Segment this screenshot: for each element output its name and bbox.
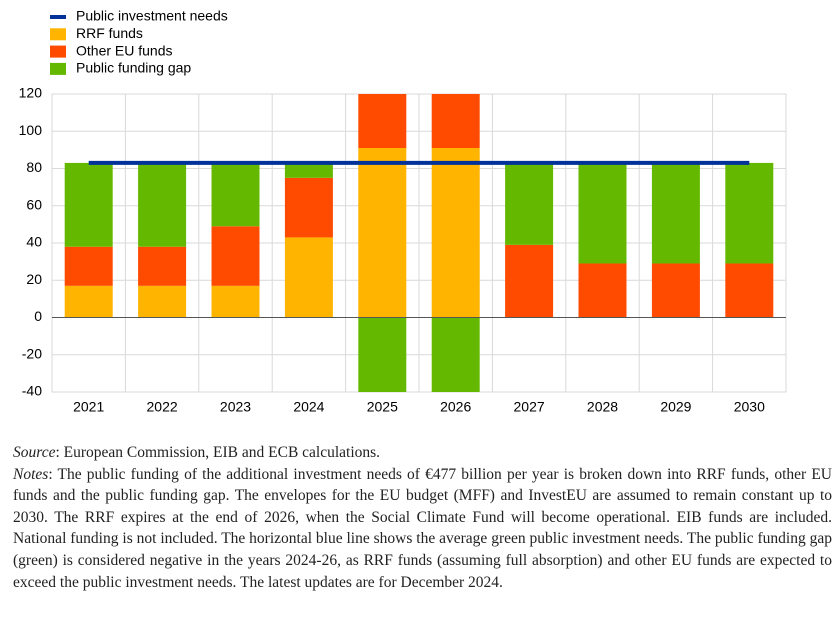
bars <box>64 94 774 392</box>
bar-segment <box>431 317 480 392</box>
notes: Source: European Commission, EIB and ECB… <box>13 442 832 593</box>
y-tick-label: 120 <box>19 85 43 101</box>
y-tick-label: 60 <box>26 196 42 212</box>
x-tick-label: 2030 <box>734 399 765 415</box>
x-tick-label: 2022 <box>147 399 178 415</box>
bar-segment <box>64 162 113 247</box>
y-tick-label: 80 <box>26 159 42 175</box>
legend-swatch <box>50 45 66 58</box>
x-tick-label: 2024 <box>293 399 324 415</box>
y-tick-label: -40 <box>22 383 42 399</box>
x-tick-label: 2025 <box>367 399 398 415</box>
bar-segment <box>725 162 774 264</box>
x-tick-label: 2028 <box>587 399 618 415</box>
notes-note: Notes: The public funding of the additio… <box>13 464 832 594</box>
bar-segment <box>651 263 700 318</box>
bar-segment <box>211 162 260 227</box>
x-tick-label: 2023 <box>220 399 251 415</box>
bar-segment <box>284 177 333 238</box>
bar-segment <box>138 285 187 318</box>
x-tick-label: 2027 <box>514 399 545 415</box>
bar-segment <box>725 263 774 318</box>
x-tick-label: 2026 <box>440 399 471 415</box>
bar-segment <box>505 244 554 318</box>
x-tick-label: 2029 <box>660 399 691 415</box>
bar-segment <box>211 226 260 286</box>
bar-segment <box>358 317 407 392</box>
source-label: Source <box>13 444 56 461</box>
legend-label: Public investment needs <box>76 8 228 24</box>
legend-label: RRF funds <box>76 25 143 41</box>
notes-text: : The public funding of the additional i… <box>13 465 832 591</box>
bar-segment <box>651 162 700 264</box>
y-tick-label: 0 <box>34 308 42 324</box>
chart: -40 -20 0 20 40 60 80 100 120 2021 2022 2023 2024 202… <box>19 8 787 415</box>
bar-segment <box>431 148 480 318</box>
bar-segment <box>431 94 480 149</box>
legend-swatch <box>50 62 66 75</box>
y-tick-label: -20 <box>22 345 42 361</box>
bar-segment <box>358 148 407 318</box>
bar-segment <box>505 162 554 245</box>
bar-segment <box>64 285 113 318</box>
bar-segment <box>284 162 333 178</box>
bar-segment <box>578 162 627 264</box>
bar-segment <box>64 246 113 286</box>
legend-label: Other EU funds <box>76 42 173 58</box>
x-tick-label: 2021 <box>73 399 104 415</box>
bar-segment <box>138 162 187 247</box>
source-text: : European Commission, EIB and ECB calcu… <box>55 444 381 461</box>
bar-segment <box>211 285 260 318</box>
notes-label: Notes <box>13 465 49 483</box>
legend-swatch <box>50 28 66 41</box>
bar-segment <box>284 237 333 318</box>
bar-segment <box>138 246 187 286</box>
bar-segment <box>578 263 627 318</box>
y-tick-label: 20 <box>26 271 42 287</box>
y-tick-label: 40 <box>26 234 42 250</box>
y-tick-label: 100 <box>19 122 43 138</box>
legend-label: Public funding gap <box>76 60 191 76</box>
bar-segment <box>358 94 407 149</box>
source-note: Source: European Commission, EIB and ECB… <box>13 442 832 464</box>
